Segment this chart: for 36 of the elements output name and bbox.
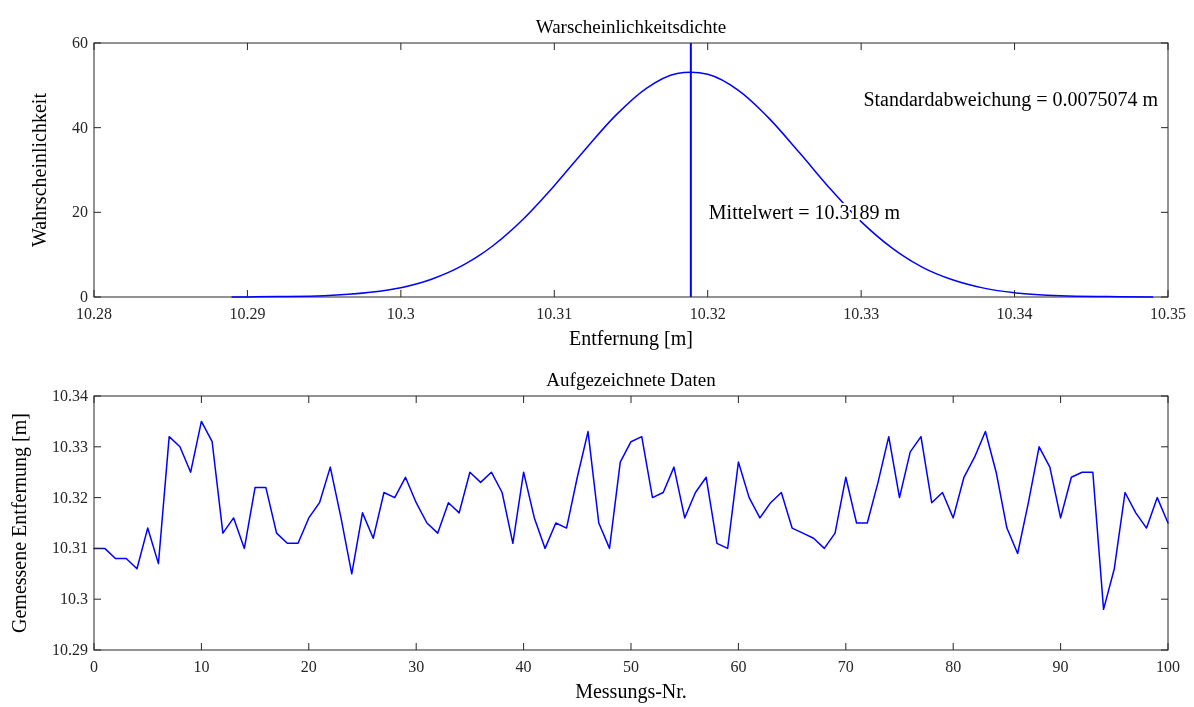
line-series: [93, 420, 1169, 611]
x-tick-label: 100: [1156, 658, 1180, 675]
x-tick-label: 10.33: [843, 305, 880, 322]
x-tick-label: 10.35: [1150, 305, 1186, 322]
x-tick-label: 40: [515, 658, 532, 675]
x-axis-title: Messungs-Nr.: [575, 680, 687, 703]
x-tick-label: 10.3: [386, 305, 415, 322]
y-tick-label: 60: [72, 34, 88, 51]
y-tick-label: 10.34: [52, 387, 88, 404]
y-tick-label: 20: [72, 203, 88, 221]
x-tick-label: 20: [300, 658, 317, 675]
x-tick-label: 60: [730, 658, 747, 675]
x-tick-label: 70: [837, 658, 854, 675]
x-axis-title: Entfernung [m]: [569, 327, 693, 350]
y-tick-label: 40: [72, 118, 88, 136]
y-tick-label: 10.31: [52, 539, 88, 557]
x-tick-label: 90: [1052, 658, 1069, 675]
y-tick-label: 10.29: [52, 641, 88, 658]
y-axis-title: Wahrscheinlichkeit: [28, 92, 50, 247]
x-tick-label: 10.29: [229, 305, 266, 322]
y-axis-title: Gemessene Entfernung [m]: [8, 413, 31, 633]
annotation: Standardabweichung = 0.0075074 m: [863, 88, 1159, 111]
y-tick-label: 10.3: [60, 590, 88, 608]
y-tick-label: 10.32: [52, 488, 88, 506]
x-tick-label: 80: [945, 658, 962, 675]
x-tick-label: 10: [193, 658, 210, 675]
x-tick-label: 30: [408, 658, 425, 675]
chart-title: Aufgezeichnete Daten: [546, 369, 717, 390]
chart-title: Warscheinlichkeitsdichte: [535, 16, 727, 37]
x-tick-label: 50: [623, 658, 639, 675]
x-tick-label: 10.32: [689, 305, 726, 322]
x-tick-label: 10.34: [996, 305, 1033, 322]
x-tick-label: 10.28: [76, 305, 112, 322]
x-tick-label: 10.31: [536, 305, 573, 322]
y-tick-label: 0: [80, 288, 88, 305]
y-tick-label: 10.33: [52, 437, 88, 455]
